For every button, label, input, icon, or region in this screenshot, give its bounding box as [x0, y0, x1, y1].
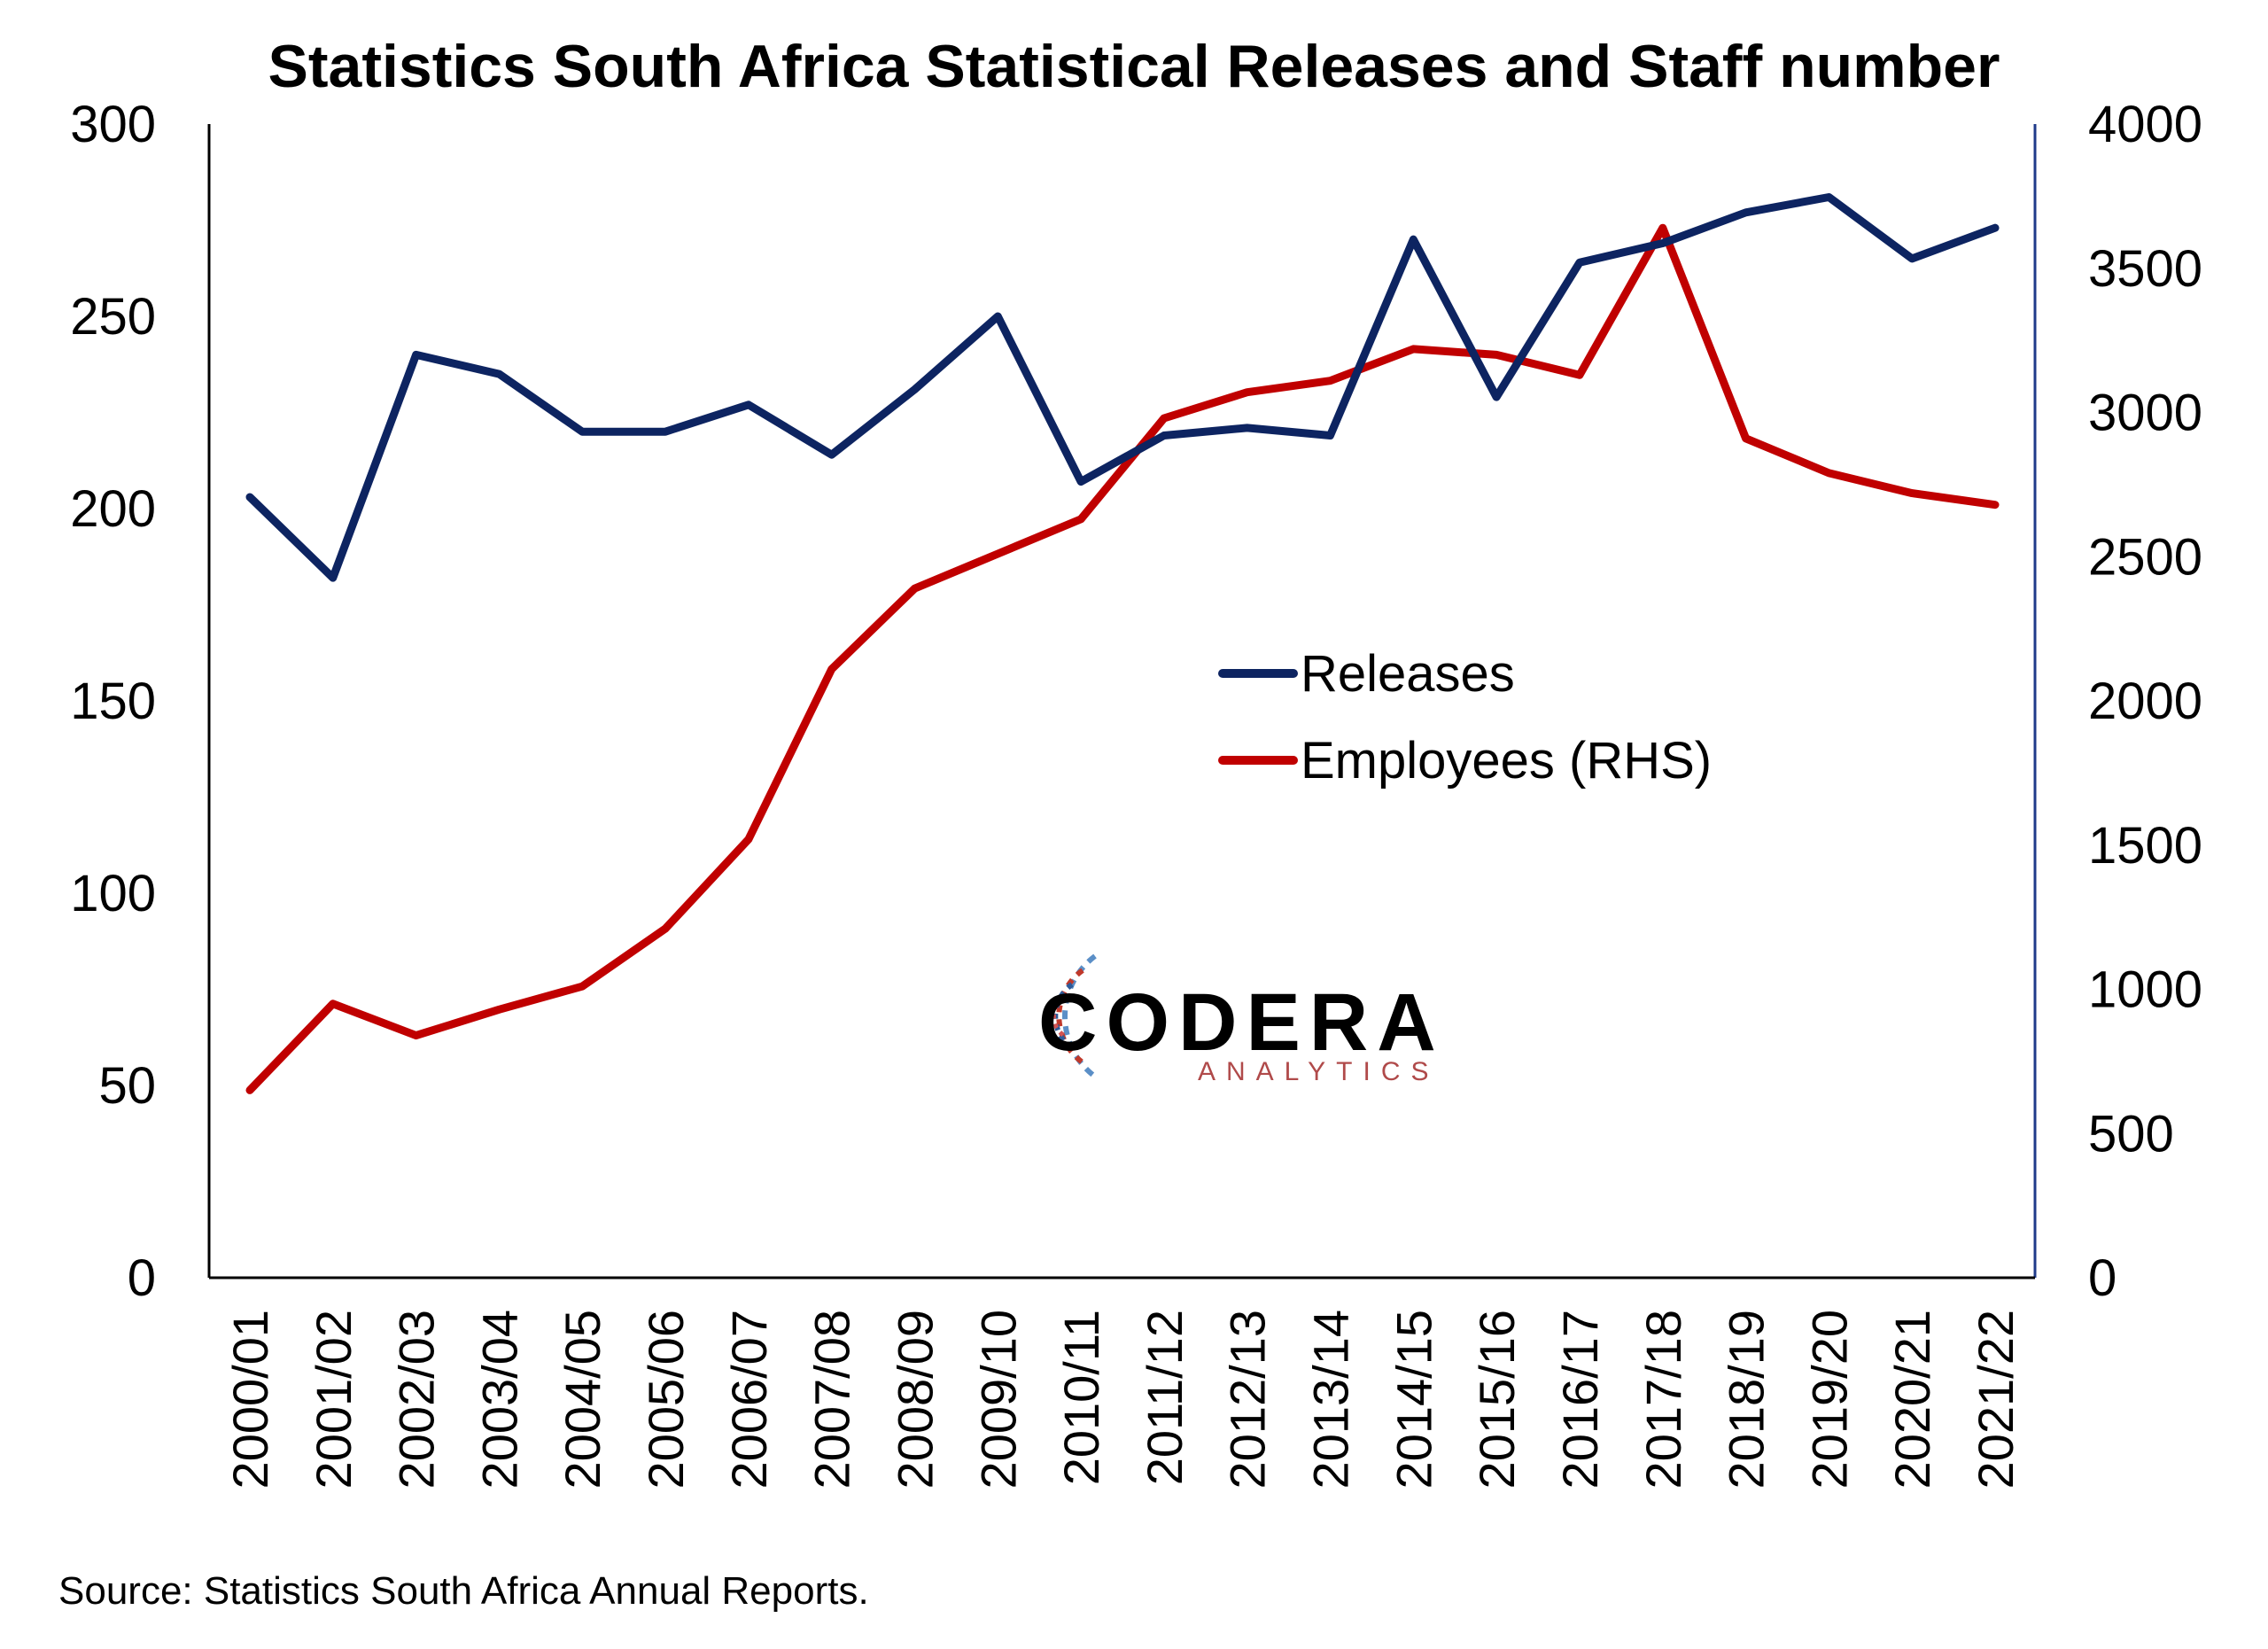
data-point-releases	[747, 403, 750, 406]
x-tick-label: 2010/11	[1053, 1310, 1109, 1485]
data-point-releases	[830, 454, 833, 456]
data-point-releases	[1828, 196, 1830, 198]
data-point-releases	[498, 373, 501, 376]
x-tick-label: 2021/22	[1968, 1310, 2023, 1489]
source-note: Source: Statistics South Africa Annual R…	[58, 1569, 869, 1613]
x-tick-label: 2019/20	[1801, 1310, 1857, 1489]
data-point-employees	[913, 587, 916, 590]
left-tick-labels: 0 50 100 150 200 250 300	[70, 96, 156, 1307]
right-tick-label: 3500	[2088, 240, 2202, 298]
data-point-employees	[249, 1089, 251, 1092]
data-point-employees	[1744, 437, 1747, 439]
data-point-releases	[664, 431, 666, 433]
x-tick-label: 2017/18	[1635, 1310, 1691, 1489]
data-point-releases	[1495, 396, 1498, 399]
data-point-releases	[1661, 242, 1664, 245]
x-tick-label: 2008/09	[887, 1310, 943, 1489]
x-tick-label: 2005/06	[638, 1310, 694, 1489]
data-point-releases	[331, 577, 334, 579]
x-tick-label: 2006/07	[721, 1310, 777, 1489]
x-tick-label: 2000/01	[222, 1310, 278, 1489]
series-line-releases	[245, 193, 2000, 582]
right-tick-label: 4000	[2088, 96, 2202, 153]
legend-label-releases: Releases	[1301, 645, 1515, 703]
chart-title: Statistics South Africa Statistical Rele…	[268, 33, 2000, 100]
data-point-employees	[1329, 379, 1332, 382]
data-point-employees	[1994, 503, 1996, 506]
data-point-releases	[913, 388, 916, 391]
x-tick-label: 2015/16	[1469, 1310, 1525, 1489]
data-point-releases	[1579, 261, 1581, 264]
x-tick-label: 2004/05	[555, 1310, 610, 1489]
data-point-employees	[830, 668, 833, 671]
data-point-employees	[1661, 227, 1664, 229]
left-tick-label: 150	[70, 673, 156, 730]
data-point-employees	[747, 838, 750, 841]
data-point-employees	[997, 553, 999, 555]
data-point-releases	[1911, 257, 1914, 260]
left-tick-label: 0	[128, 1249, 156, 1307]
data-point-releases	[1744, 211, 1747, 214]
data-point-employees	[1495, 354, 1498, 356]
right-tick-label: 1500	[2088, 817, 2202, 875]
left-tick-label: 250	[70, 288, 156, 346]
x-tick-label: 2007/08	[804, 1310, 860, 1489]
logo-subtext: ANALYTICS	[1198, 1057, 1440, 1086]
x-tick-label: 2002/03	[389, 1310, 445, 1489]
data-point-releases	[1162, 434, 1165, 437]
data-point-employees	[498, 1008, 501, 1011]
x-tick-label: 2012/13	[1220, 1310, 1276, 1489]
data-point-employees	[581, 985, 584, 988]
x-tick-label: 2003/04	[471, 1310, 527, 1489]
right-tick-labels: 0 500 1000 1500 2000 2500 3000 3500 4000	[2088, 96, 2202, 1307]
data-point-releases	[581, 431, 584, 433]
codera-logo: CODERA ANALYTICS	[1038, 953, 1445, 1086]
data-point-employees	[1828, 471, 1830, 474]
right-tick-label: 3000	[2088, 385, 2202, 442]
x-tick-label: 2014/15	[1386, 1310, 1441, 1489]
data-point-employees	[1246, 391, 1248, 393]
data-point-employees	[1911, 492, 1914, 494]
series-line-employees	[245, 223, 2000, 1094]
data-point-employees	[1412, 347, 1415, 350]
x-tick-labels: 2000/01 2001/02 2002/03 2003/04 2004/05 2005/…	[222, 1310, 2023, 1489]
left-tick-label: 300	[70, 96, 156, 153]
data-point-employees	[1080, 517, 1083, 520]
right-tick-label: 1000	[2088, 961, 2202, 1019]
logo-mark-icon	[1051, 953, 1097, 1079]
data-point-releases	[1080, 480, 1083, 483]
data-point-releases	[1329, 434, 1332, 437]
data-point-employees	[1579, 374, 1581, 377]
data-point-employees	[415, 1034, 417, 1037]
data-point-employees	[331, 1002, 334, 1005]
data-point-employees	[1162, 417, 1165, 419]
right-tick-label: 500	[2088, 1105, 2174, 1163]
x-tick-label: 2018/19	[1719, 1310, 1775, 1489]
data-point-employees	[664, 928, 666, 930]
x-tick-label: 2011/12	[1137, 1310, 1192, 1485]
left-tick-label: 100	[70, 865, 156, 922]
data-point-releases	[1994, 227, 1996, 229]
data-point-releases	[1412, 238, 1415, 241]
data-point-releases	[415, 354, 417, 356]
x-tick-label: 2020/21	[1884, 1310, 1940, 1489]
data-point-releases	[249, 496, 251, 498]
right-tick-label: 2500	[2088, 528, 2202, 586]
series-lines	[245, 193, 2000, 1094]
legend: Releases Employees (RHS)	[1218, 645, 1712, 789]
x-tick-label: 2001/02	[306, 1310, 361, 1489]
x-tick-label: 2009/10	[970, 1310, 1026, 1489]
logo-text: CODERA	[1038, 977, 1445, 1068]
right-tick-label: 0	[2088, 1249, 2117, 1307]
legend-label-employees: Employees (RHS)	[1301, 732, 1712, 789]
left-tick-label: 200	[70, 480, 156, 538]
x-tick-label: 2013/14	[1303, 1310, 1359, 1489]
data-point-releases	[997, 315, 999, 317]
right-tick-label: 2000	[2088, 673, 2202, 730]
data-point-releases	[1246, 426, 1248, 429]
x-tick-label: 2016/17	[1552, 1310, 1608, 1489]
left-tick-label: 50	[98, 1057, 156, 1115]
